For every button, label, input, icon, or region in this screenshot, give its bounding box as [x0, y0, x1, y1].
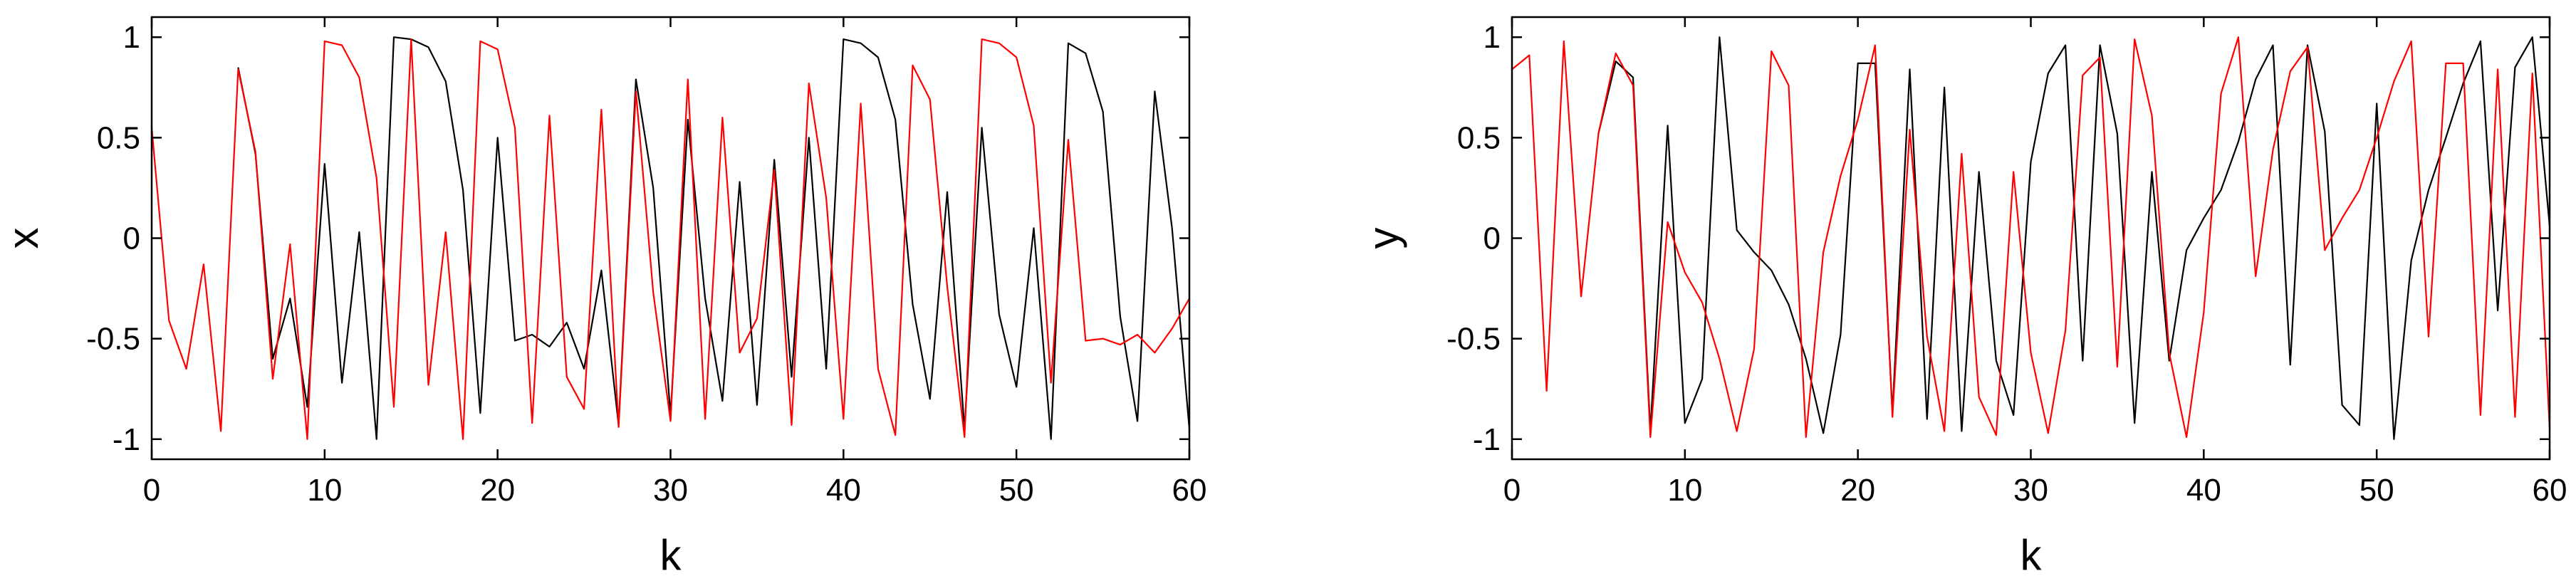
y-tick-label: 0 [1483, 221, 1501, 256]
y-tick-label: -0.5 [86, 322, 140, 357]
y-tick-label: 1 [123, 20, 140, 55]
x-tick-label: 30 [653, 473, 688, 508]
x-tick-label: 60 [1172, 473, 1207, 508]
x-tick-label: 10 [1667, 473, 1702, 508]
y-tick-label: 0 [123, 221, 140, 256]
x-tick-label: 0 [1503, 473, 1521, 508]
x-tick-label: 40 [2186, 473, 2221, 508]
x-tick-label: 10 [307, 473, 342, 508]
y-tick-label: 0.5 [1457, 120, 1501, 155]
x-axis-label: k [2020, 531, 2043, 579]
plot-frame [150, 16, 1191, 461]
series-line-1 [1597, 36, 2551, 440]
series-line-1 [237, 36, 1191, 440]
x-tick-label: 50 [2359, 473, 2394, 508]
y-tick-label: 0.5 [97, 120, 140, 155]
chart-x-panel: 0 10 20 30 40 50 60 1 0.5 0 -0.5 -1 k x [0, 16, 1207, 579]
x-tick-label: 20 [1840, 473, 1875, 508]
x-tick-label: 40 [826, 473, 861, 508]
series-line-2 [150, 38, 1190, 440]
y-tick-label: -0.5 [1446, 322, 1501, 357]
x-tick-label: 60 [2533, 473, 2567, 508]
chart-y-panel: 0 10 20 30 40 50 60 1 0.5 0 -0.5 -1 k y [1360, 16, 2567, 579]
x-tick-label: 50 [999, 473, 1034, 508]
y-axis-label: y [1360, 228, 1407, 249]
x-axis-label: k [660, 531, 682, 579]
y-tick-label: 1 [1483, 20, 1501, 55]
x-tick-label: 0 [143, 473, 160, 508]
x-tick-label: 30 [2013, 473, 2048, 508]
y-axis-label: x [0, 228, 47, 249]
x-tick-label: 20 [480, 473, 515, 508]
y-tick-label: -1 [1473, 422, 1501, 457]
series-line-2 [1511, 36, 2551, 439]
y-tick-label: -1 [113, 422, 140, 457]
